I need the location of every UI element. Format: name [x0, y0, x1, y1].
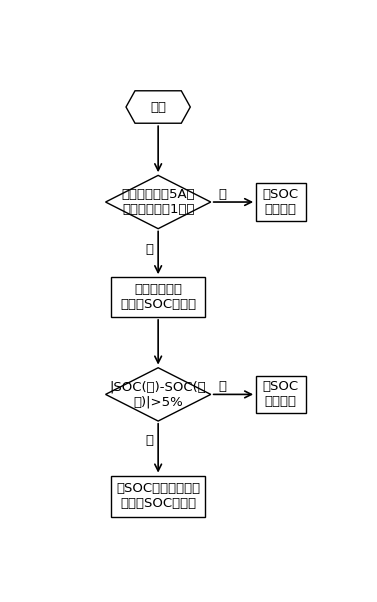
Text: 否: 否: [218, 380, 227, 393]
Text: 否: 否: [218, 188, 227, 201]
Text: 对SOC
不做修正: 对SOC 不做修正: [263, 188, 299, 216]
Polygon shape: [126, 91, 190, 123]
Text: 是: 是: [146, 434, 153, 447]
Text: 将SOC（当前）平滑
过渡到SOC（修）: 将SOC（当前）平滑 过渡到SOC（修）: [116, 482, 200, 510]
Bar: [256, 184, 306, 220]
Bar: [256, 376, 306, 413]
Text: 计算此时修正
过后的SOC（修）: 计算此时修正 过后的SOC（修）: [120, 283, 196, 311]
Polygon shape: [106, 175, 211, 229]
Text: 开始: 开始: [150, 101, 166, 114]
Text: 是: 是: [146, 243, 153, 256]
Text: 对SOC
不做修正: 对SOC 不做修正: [263, 380, 299, 408]
Bar: [112, 476, 205, 517]
Polygon shape: [106, 368, 211, 421]
Text: 放电电流小于5A且
持续时间大于1分钟: 放电电流小于5A且 持续时间大于1分钟: [121, 188, 195, 216]
Bar: [112, 278, 205, 317]
Text: |SOC(修)-SOC(当
前)|>5%: |SOC(修)-SOC(当 前)|>5%: [110, 380, 207, 408]
